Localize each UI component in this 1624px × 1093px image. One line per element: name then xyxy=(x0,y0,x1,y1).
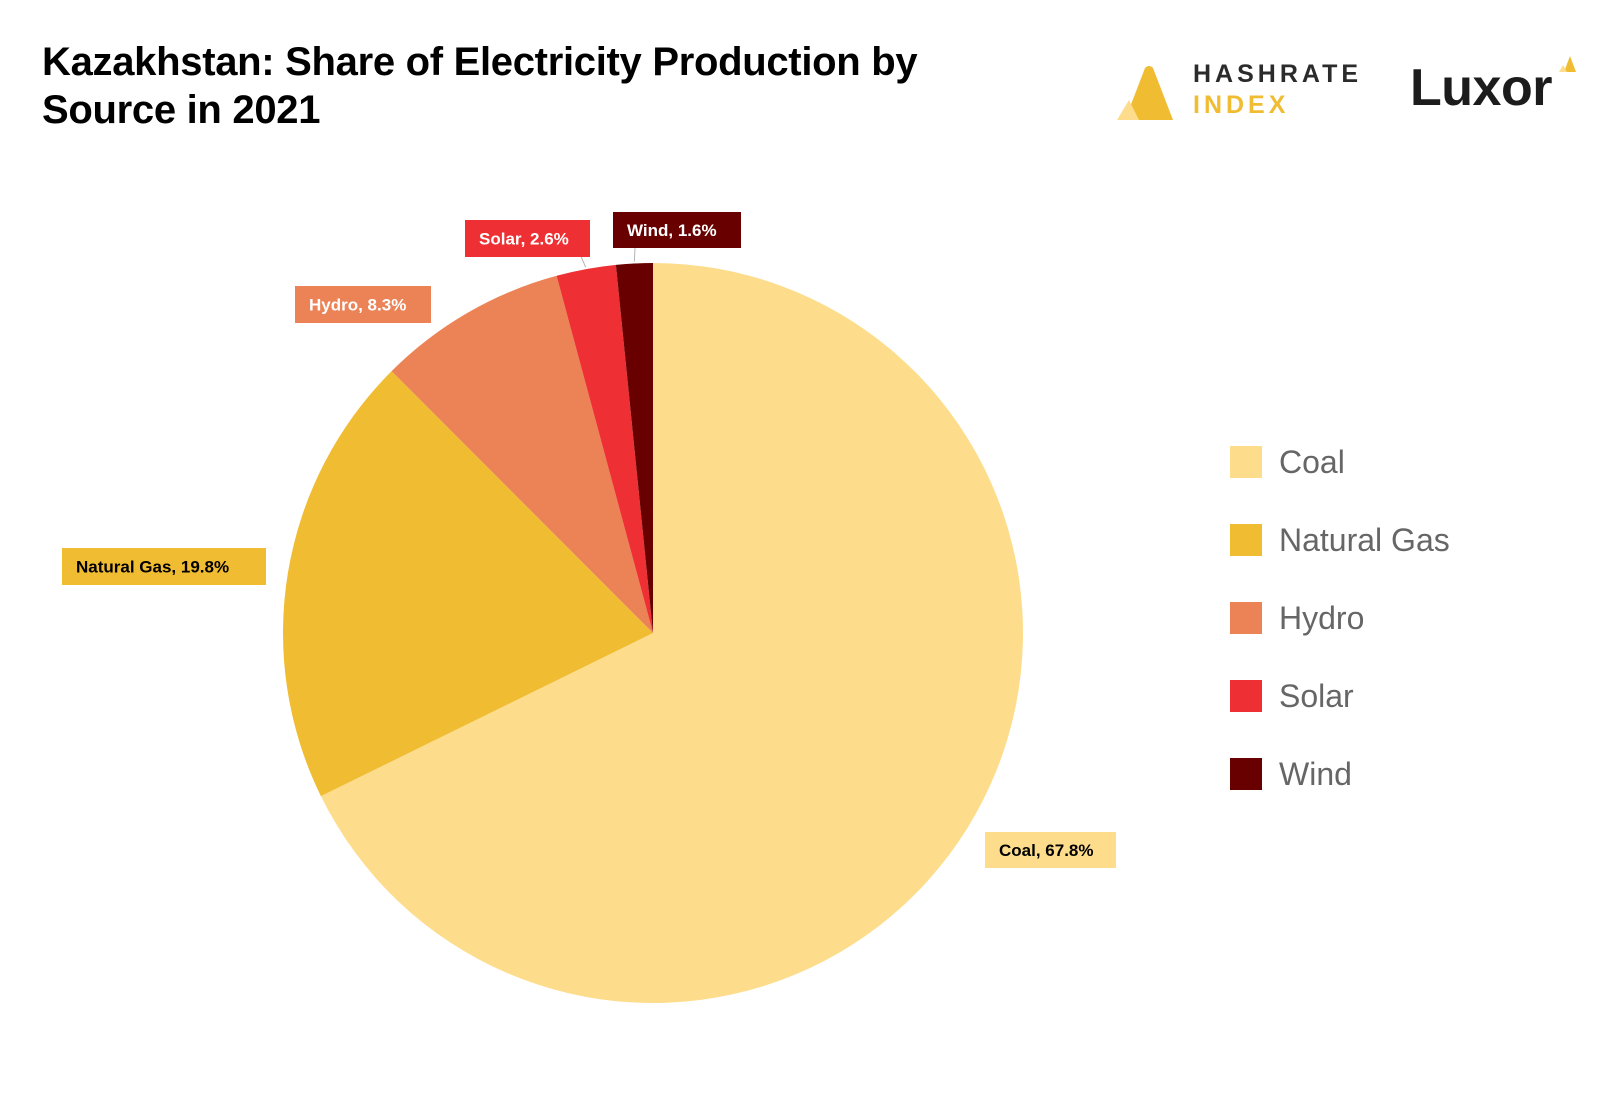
luxor-logo: Luxor xyxy=(1410,54,1600,118)
luxor-wordmark: Luxor xyxy=(1410,59,1552,117)
legend-swatch-coal xyxy=(1230,446,1262,478)
legend-swatch-natural-gas xyxy=(1230,524,1262,556)
pie-slice-wind xyxy=(615,263,653,633)
data-label-coal: Coal, 67.8% xyxy=(985,832,1116,868)
data-label-text-hydro: Hydro, 8.3% xyxy=(309,296,406,315)
data-label-box-natural-gas xyxy=(62,548,266,585)
data-label-solar: Solar, 2.6% xyxy=(465,220,590,257)
leader-line-wind xyxy=(633,247,636,262)
pie-slice-solar xyxy=(556,264,653,633)
luxor-logo-icon xyxy=(1559,56,1576,72)
data-label-box-coal xyxy=(985,832,1116,868)
leader-line-solar xyxy=(580,256,587,268)
pie-slice-hydro xyxy=(391,275,653,633)
hashrate-index-logo: HASHRATE INDEX xyxy=(1115,58,1365,122)
data-label-text-coal: Coal, 67.8% xyxy=(999,841,1094,860)
pie-slice-coal xyxy=(320,263,1023,1003)
data-label-natural-gas: Natural Gas, 19.8% xyxy=(62,548,266,585)
legend-label-wind: Wind xyxy=(1279,756,1352,792)
hashrate-wordmark-line2: INDEX xyxy=(1193,91,1290,119)
pie-slice-natural-gas xyxy=(283,371,653,797)
data-label-text-natural-gas: Natural Gas, 19.8% xyxy=(76,558,229,577)
data-label-box-wind xyxy=(613,212,741,248)
data-label-wind: Wind, 1.6% xyxy=(613,212,741,248)
chart-title: Kazakhstan: Share of Electricity Product… xyxy=(42,40,918,132)
hashrate-wordmark-line1: HASHRATE xyxy=(1193,60,1363,88)
legend-swatch-hydro xyxy=(1230,602,1262,634)
data-label-hydro: Hydro, 8.3% xyxy=(295,286,431,323)
data-label-box-hydro xyxy=(295,286,431,323)
legend-swatch-wind xyxy=(1230,758,1262,790)
legend-label-solar: Solar xyxy=(1279,678,1354,714)
hashrate-index-logo-icon xyxy=(1117,66,1173,120)
legend-label-coal: Coal xyxy=(1279,444,1345,480)
legend-label-hydro: Hydro xyxy=(1279,600,1365,636)
legend-swatch-solar xyxy=(1230,680,1262,712)
data-label-text-wind: Wind, 1.6% xyxy=(627,221,717,240)
legend-label-natural-gas: Natural Gas xyxy=(1279,522,1450,558)
data-label-text-solar: Solar, 2.6% xyxy=(479,230,569,249)
data-label-box-solar xyxy=(465,220,590,257)
